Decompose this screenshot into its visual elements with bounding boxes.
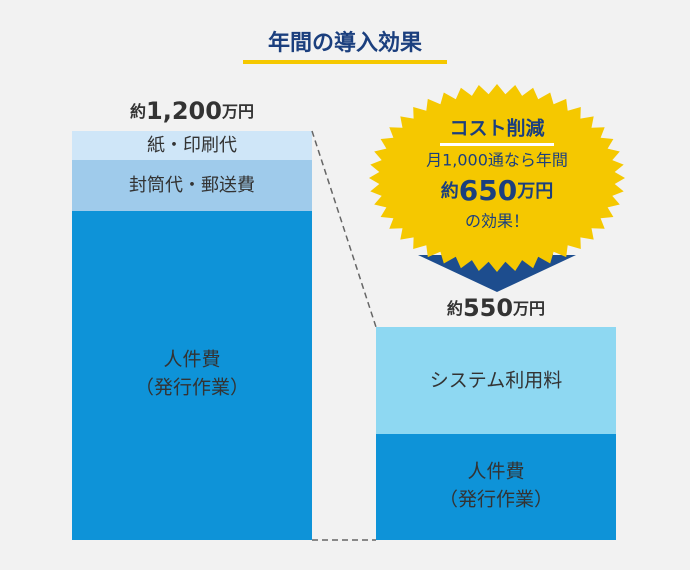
callout-text: の効果！	[465, 212, 529, 231]
connector	[311, 130, 377, 328]
starburst	[369, 84, 625, 272]
segment-label: 人件費	[467, 461, 524, 483]
total-label: 約550万円	[447, 294, 545, 322]
title: 年間の導入効果	[268, 30, 422, 56]
segment-label: システム利用料	[430, 370, 562, 392]
segment	[376, 434, 616, 540]
segment-label: （発行作業）	[439, 489, 553, 511]
total-label: 約1,200万円	[130, 97, 254, 125]
segment	[72, 160, 312, 211]
segment-label: （発行作業）	[135, 377, 249, 399]
segment	[376, 327, 616, 434]
heading-underline	[440, 143, 554, 146]
segment	[72, 131, 312, 160]
segment-label: 人件費	[163, 349, 220, 371]
segment-label: 封筒代・郵送費	[129, 175, 255, 196]
callout-text: 月1,000通なら年間	[426, 151, 568, 170]
segment-label: 紙・印刷代	[147, 135, 237, 156]
callout-saving: 約650万円	[441, 174, 553, 207]
segment	[72, 211, 312, 540]
callout-heading: コスト削減	[449, 117, 544, 140]
title-underline	[243, 60, 447, 64]
